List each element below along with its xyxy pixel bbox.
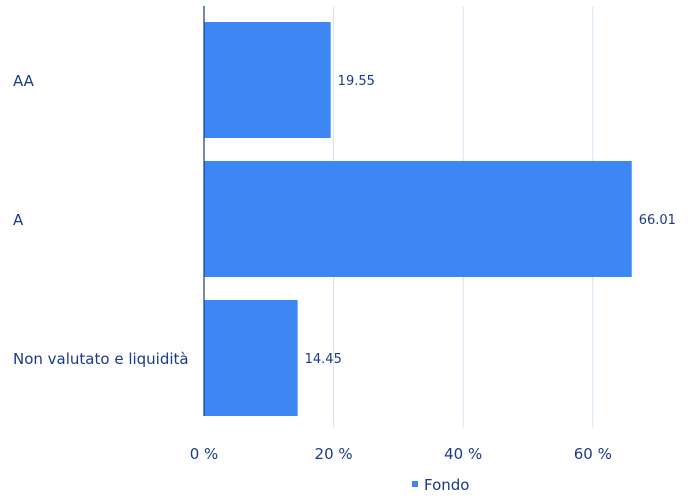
- data-label: 66.01: [639, 213, 676, 228]
- data-labels: 19.55 66.01 14.45: [305, 74, 676, 367]
- bar: [204, 300, 298, 416]
- x-tick-labels: 0 % 20 % 40 % 60 %: [190, 445, 612, 463]
- legend: Fondo: [412, 476, 469, 494]
- x-tick-label: 40 %: [444, 445, 482, 463]
- bar: [204, 22, 331, 138]
- category-label: AA: [13, 72, 35, 90]
- x-tick-label: 20 %: [315, 445, 353, 463]
- bars: [204, 22, 632, 416]
- x-tick-label: 0 %: [190, 445, 219, 463]
- legend-label-fondo: Fondo: [424, 476, 469, 494]
- category-label: A: [13, 211, 24, 229]
- bar: [204, 161, 632, 277]
- x-tick-label: 60 %: [574, 445, 612, 463]
- data-label: 19.55: [338, 74, 375, 89]
- legend-swatch-fondo: [412, 481, 418, 487]
- data-label: 14.45: [305, 352, 342, 367]
- category-label: Non valutato e liquidità: [13, 350, 189, 368]
